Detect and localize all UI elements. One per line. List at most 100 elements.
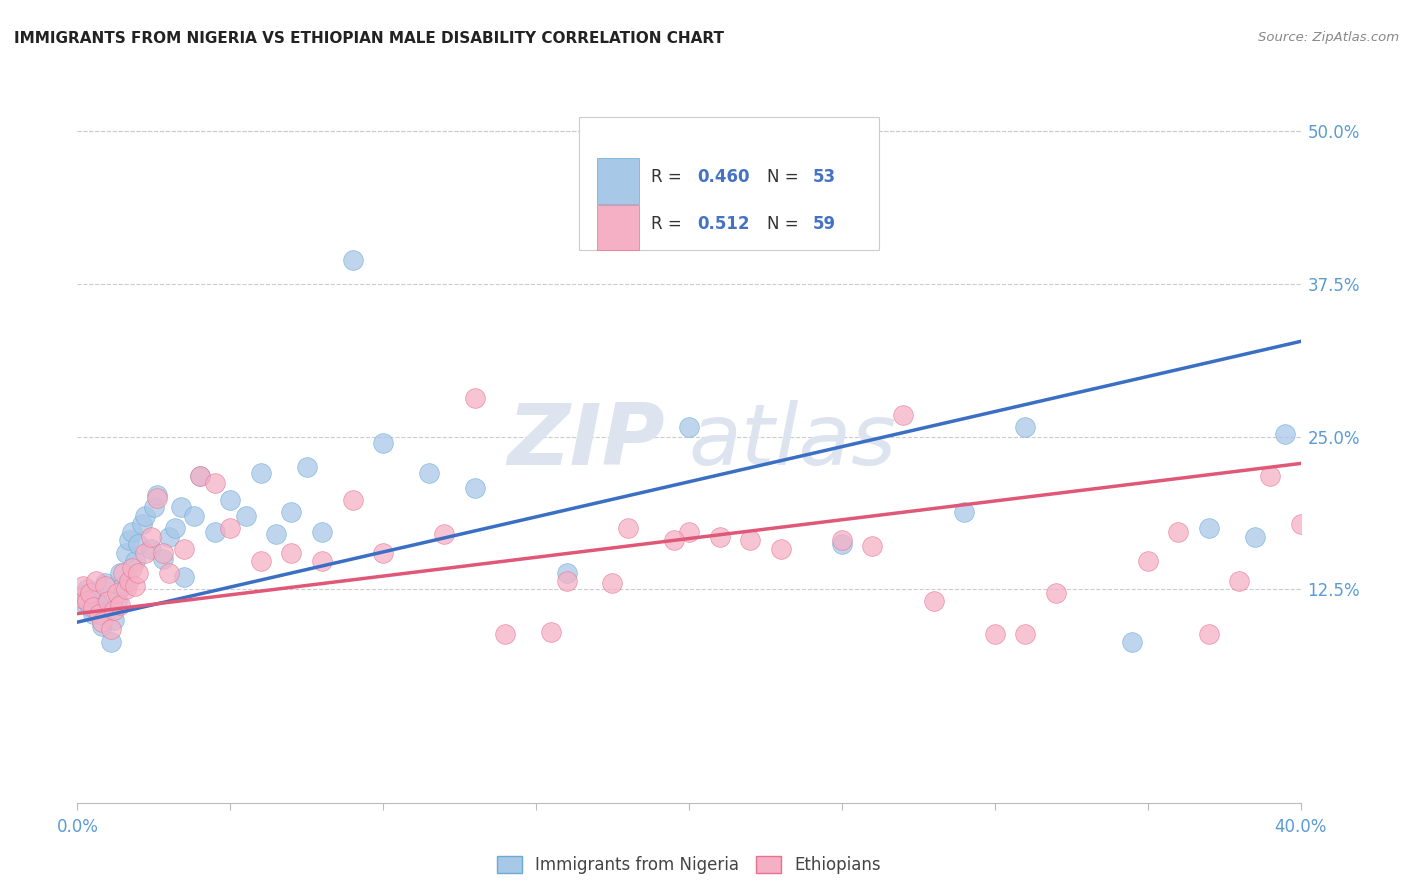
Point — [1167, 524, 1189, 539]
Point — [219, 493, 242, 508]
Point — [433, 527, 456, 541]
Point — [139, 530, 162, 544]
Point — [146, 488, 169, 502]
Text: N =: N = — [768, 215, 804, 233]
Point — [862, 540, 884, 554]
Point — [131, 517, 153, 532]
Point — [90, 615, 112, 629]
Point — [82, 607, 104, 621]
Point — [311, 554, 333, 568]
Text: atlas: atlas — [689, 400, 897, 483]
FancyBboxPatch shape — [598, 159, 638, 203]
Text: N =: N = — [768, 169, 804, 186]
Point — [204, 475, 226, 490]
Point — [678, 420, 700, 434]
Point — [464, 391, 486, 405]
Point — [128, 537, 150, 551]
Point — [103, 613, 125, 627]
Point — [90, 619, 112, 633]
Point — [134, 545, 156, 559]
Point — [555, 566, 578, 581]
Point — [280, 545, 302, 559]
Point — [118, 533, 141, 548]
Point — [1198, 521, 1220, 535]
FancyBboxPatch shape — [598, 205, 638, 250]
Point — [984, 627, 1007, 641]
Point — [769, 541, 792, 556]
Point — [555, 574, 578, 588]
Point — [72, 588, 94, 602]
Point — [922, 594, 945, 608]
Point — [264, 527, 287, 541]
Point — [204, 524, 226, 539]
Point — [891, 408, 914, 422]
Point — [280, 505, 302, 519]
Point — [139, 541, 162, 556]
Point — [105, 594, 128, 608]
Point — [1121, 634, 1143, 648]
Point — [173, 541, 195, 556]
Point — [371, 435, 394, 450]
Point — [112, 578, 135, 592]
Point — [342, 252, 364, 267]
Point — [1136, 554, 1159, 568]
Point — [1258, 468, 1281, 483]
Point — [112, 566, 135, 581]
Point — [662, 533, 685, 548]
Point — [371, 545, 394, 559]
Point — [1014, 627, 1036, 641]
Point — [1198, 627, 1220, 641]
Point — [69, 594, 91, 608]
Point — [157, 530, 180, 544]
Point — [103, 603, 125, 617]
Point — [152, 545, 174, 559]
Point — [464, 481, 486, 495]
Text: R =: R = — [651, 215, 692, 233]
Point — [188, 468, 211, 483]
Point — [121, 524, 143, 539]
Point — [124, 554, 146, 568]
Point — [1289, 517, 1312, 532]
Point — [82, 600, 104, 615]
Text: ZIP: ZIP — [506, 400, 665, 483]
Point — [418, 467, 440, 481]
Point — [740, 533, 762, 548]
Point — [76, 594, 98, 608]
Text: IMMIGRANTS FROM NIGERIA VS ETHIOPIAN MALE DISABILITY CORRELATION CHART: IMMIGRANTS FROM NIGERIA VS ETHIOPIAN MAL… — [14, 31, 724, 46]
Point — [152, 551, 174, 566]
Point — [831, 533, 853, 548]
Legend: Immigrants from Nigeria, Ethiopians: Immigrants from Nigeria, Ethiopians — [496, 856, 882, 874]
Text: R =: R = — [651, 169, 688, 186]
Point — [1045, 586, 1067, 600]
Point — [235, 508, 257, 523]
FancyBboxPatch shape — [579, 118, 879, 250]
Point — [1243, 530, 1265, 544]
Point — [76, 582, 98, 597]
Point — [84, 591, 107, 605]
Point — [311, 524, 333, 539]
Point — [709, 530, 731, 544]
Point — [115, 545, 138, 559]
Point — [188, 468, 211, 483]
Point — [84, 574, 107, 588]
Point — [79, 586, 101, 600]
Point — [602, 576, 624, 591]
Text: 0.512: 0.512 — [697, 215, 749, 233]
Text: Source: ZipAtlas.com: Source: ZipAtlas.com — [1258, 31, 1399, 45]
Point — [678, 524, 700, 539]
Point — [540, 624, 562, 639]
Point — [250, 554, 273, 568]
Point — [170, 500, 193, 515]
Point — [250, 467, 273, 481]
Point — [108, 598, 131, 612]
Point — [157, 566, 180, 581]
Point — [128, 566, 150, 581]
Point — [121, 561, 143, 575]
Point — [87, 607, 110, 621]
Text: 59: 59 — [813, 215, 835, 233]
Point — [1274, 427, 1296, 442]
Point — [342, 493, 364, 508]
Text: 0.460: 0.460 — [697, 169, 749, 186]
Point — [831, 537, 853, 551]
Point — [124, 578, 146, 592]
